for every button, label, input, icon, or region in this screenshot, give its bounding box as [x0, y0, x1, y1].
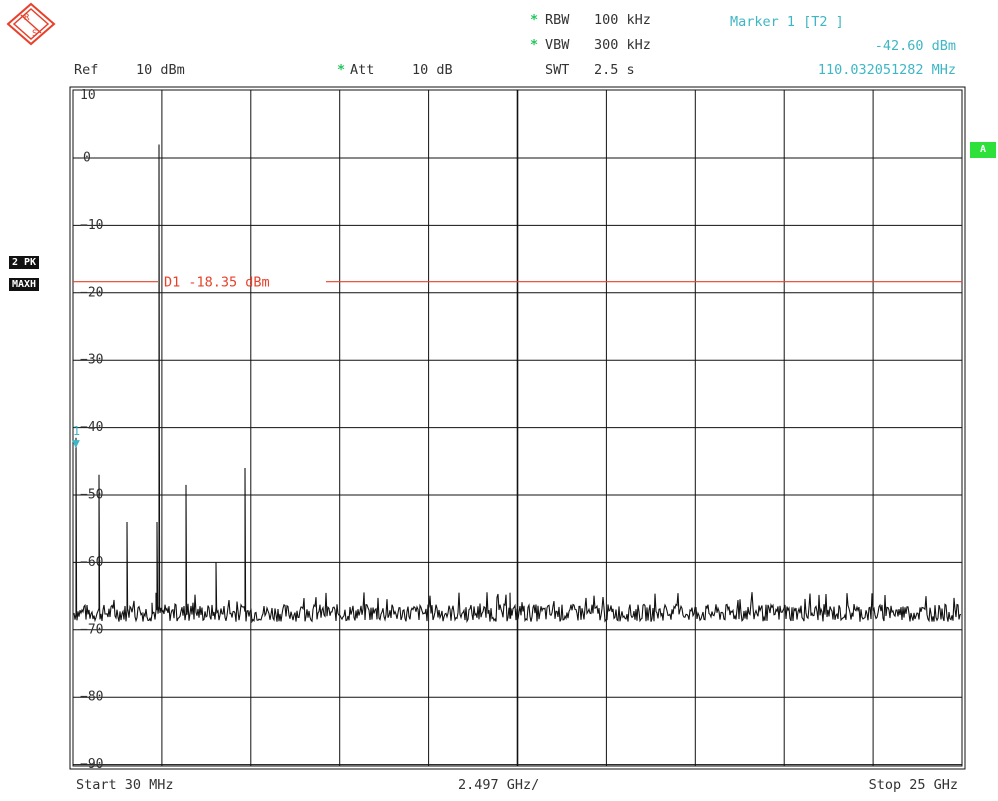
- span-per-division: 2.497 GHz/: [458, 777, 540, 793]
- y-tick-label: −80: [80, 690, 103, 705]
- marker-triangle: [71, 440, 80, 449]
- marker-title: Marker 1 [T2 ]: [730, 14, 844, 30]
- vbw-star: *: [530, 37, 539, 53]
- y-tick-label: −50: [80, 488, 103, 503]
- att-value: 10 dB: [412, 62, 453, 78]
- y-tick-label: −70: [80, 622, 103, 637]
- trace-badge: 2 PK: [9, 256, 40, 269]
- start-frequency: Start 30 MHz: [76, 777, 174, 793]
- marker-frequency: 110.032051282 MHz: [817, 62, 956, 78]
- y-tick-label: −60: [80, 555, 103, 570]
- vbw-value: 300 kHz: [594, 37, 651, 53]
- y-tick-label: −10: [80, 218, 103, 233]
- marker-level: -42.60 dBm: [874, 38, 956, 54]
- svg-text:S: S: [32, 29, 37, 39]
- detector-badge: MAXH: [9, 278, 40, 291]
- svg-text:R: R: [24, 13, 30, 23]
- plot-frame-outer: [69, 86, 966, 770]
- y-tick-label: −40: [80, 420, 103, 435]
- spectrum-trace: [73, 144, 962, 624]
- att-star: *: [337, 62, 346, 78]
- rbw-star: *: [530, 12, 539, 28]
- att-label: Att: [350, 62, 375, 78]
- vbw-label: VBW: [545, 37, 570, 53]
- stop-frequency: Stop 25 GHz: [868, 777, 958, 793]
- y-tick-label: −90: [80, 757, 103, 772]
- rbw-value: 100 kHz: [594, 12, 651, 28]
- y-tick-label: −20: [80, 285, 103, 300]
- display-line-label: D1 -18.35 dBm: [164, 275, 270, 291]
- rbw-label: RBW: [545, 12, 570, 28]
- trace-a-badge: A: [970, 142, 996, 158]
- marker-label: 1: [73, 424, 80, 438]
- ref-value: 10 dBm: [136, 62, 185, 78]
- swt-label: SWT: [545, 62, 570, 78]
- y-tick-label: −30: [80, 353, 103, 368]
- rohde-schwarz-logo: R S: [6, 2, 56, 46]
- y-tick-label: 10: [80, 88, 96, 103]
- y-tick-label: 0: [83, 151, 91, 166]
- swt-value: 2.5 s: [594, 62, 635, 78]
- ref-label: Ref: [74, 62, 99, 78]
